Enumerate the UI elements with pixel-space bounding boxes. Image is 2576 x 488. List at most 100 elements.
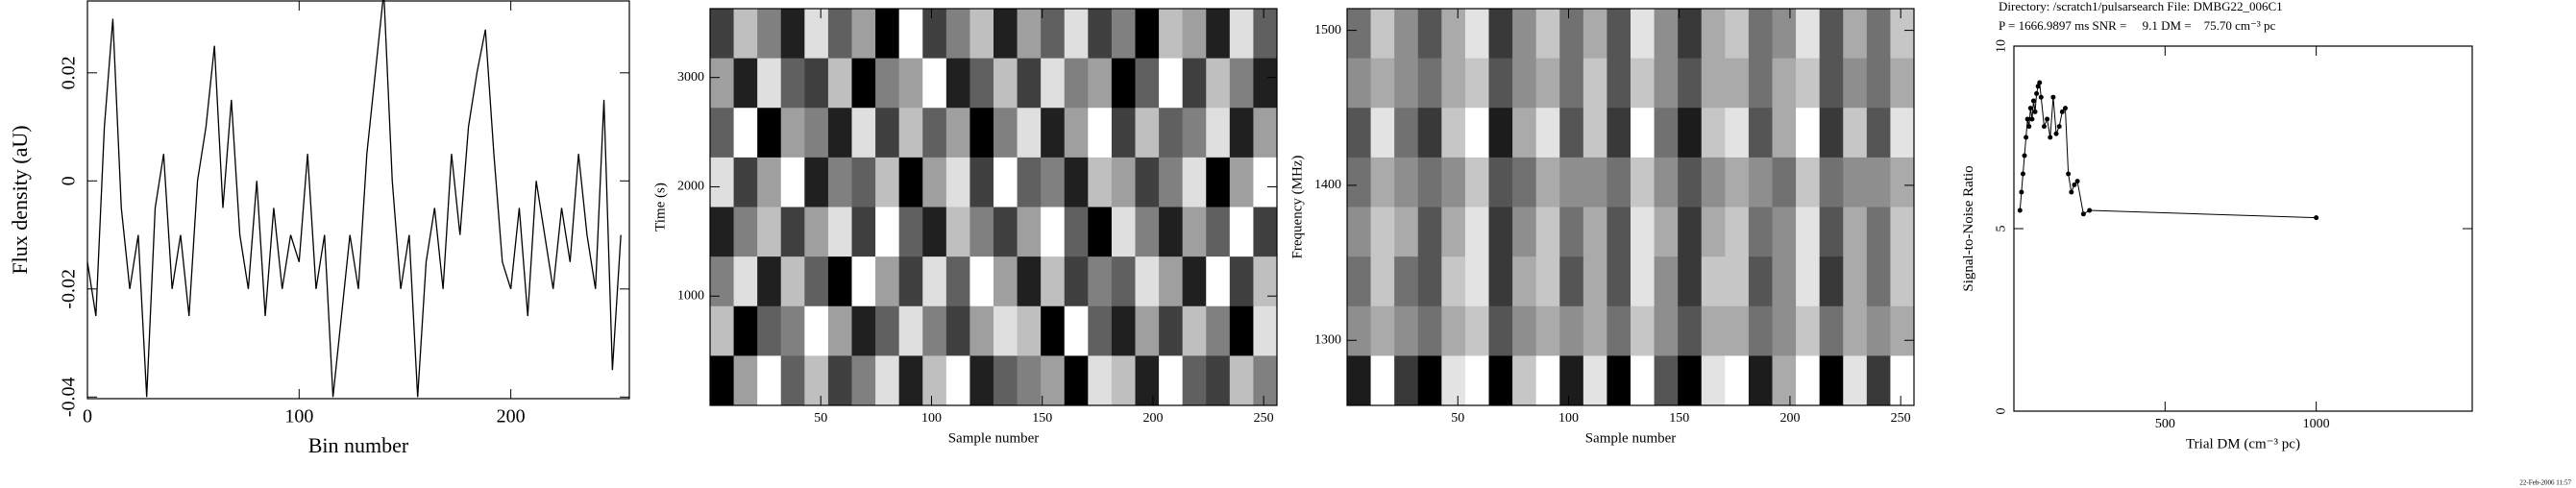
heat-cell — [1064, 355, 1089, 406]
x-axis-label: Sample number — [1585, 430, 1677, 446]
heat-cell — [757, 58, 782, 109]
heat-cell — [1253, 108, 1278, 159]
x-tick-label: 0 — [83, 406, 92, 427]
heat-cell — [1535, 256, 1560, 307]
heat-cell — [1678, 256, 1703, 307]
heat-cell — [1370, 355, 1395, 406]
heat-cell — [1819, 108, 1844, 159]
heat-cell — [1182, 108, 1207, 159]
heat-cell — [827, 108, 852, 159]
heat-cell — [1725, 58, 1750, 109]
heat-cell — [898, 305, 923, 356]
heat-cell — [1441, 355, 1466, 406]
heat-cell — [1631, 58, 1656, 109]
y-axis-label: Flux density (aU) — [8, 125, 32, 274]
heat-cell — [1678, 157, 1703, 207]
heat-cell — [1559, 108, 1584, 159]
heat-cell — [1582, 305, 1607, 356]
x-tick-label: 200 — [1779, 411, 1800, 426]
heat-cell — [1701, 207, 1726, 257]
heat-cell — [1464, 108, 1489, 159]
heat-cell — [898, 157, 923, 207]
heat-cell — [1748, 108, 1773, 159]
heat-cell — [1064, 207, 1089, 257]
heat-cell — [1559, 207, 1584, 257]
heat-cell — [1347, 157, 1372, 207]
heat-cell — [1347, 9, 1372, 60]
heat-cell — [994, 305, 1018, 356]
heat-cell — [922, 207, 947, 257]
heat-cell — [1370, 305, 1395, 356]
heat-cell — [804, 305, 829, 356]
heat-cell — [1607, 207, 1631, 257]
heat-cell — [1607, 58, 1631, 109]
heat-cell — [1748, 207, 1773, 257]
heat-cell — [827, 58, 852, 109]
heat-cell — [851, 355, 876, 406]
heat-cell — [1559, 9, 1584, 60]
heat-cell — [1088, 58, 1113, 109]
heat-cell — [898, 9, 923, 60]
heat-cell — [1441, 305, 1466, 356]
heat-cell — [780, 355, 805, 406]
x-tick-label: 100 — [284, 406, 313, 427]
heat-cell — [1135, 58, 1160, 109]
heat-cell — [1559, 58, 1584, 109]
heat-cell — [922, 157, 947, 207]
heat-cell — [1748, 58, 1773, 109]
heat-cell — [1890, 355, 1915, 406]
heat-cell — [1159, 355, 1184, 406]
heat-cell — [1631, 305, 1656, 356]
heat-cell — [827, 256, 852, 307]
heat-cell — [1725, 305, 1750, 356]
heat-cell — [1229, 256, 1254, 307]
heat-cell — [1678, 108, 1703, 159]
timestamp: 22-Feb-2006 11:57 — [2519, 479, 2571, 487]
heat-cell — [1417, 9, 1442, 60]
heat-cell — [851, 108, 876, 159]
heat-cell — [1041, 355, 1066, 406]
point — [2059, 109, 2065, 114]
profile-line — [86, 0, 622, 398]
heat-cell — [1512, 355, 1537, 406]
heat-cell — [898, 207, 923, 257]
heat-cell — [1796, 9, 1821, 60]
heat-cell — [1394, 305, 1419, 356]
heat-cell — [851, 305, 876, 356]
heat-cell — [1678, 355, 1703, 406]
point — [2019, 189, 2024, 195]
heat-cell — [733, 108, 758, 159]
heat-cell — [1017, 108, 1042, 159]
heat-cell — [1582, 207, 1607, 257]
heat-cell — [1772, 355, 1797, 406]
heat-cell — [1488, 108, 1513, 159]
heat-cell — [1512, 108, 1537, 159]
heat-cell — [922, 355, 947, 406]
heat-cell — [1135, 9, 1160, 60]
heat-cell — [1229, 157, 1254, 207]
heat-cell — [875, 256, 900, 307]
heat-cell — [851, 9, 876, 60]
plot-frame — [1346, 8, 1915, 406]
heat-cell — [1088, 207, 1113, 257]
heat-cell — [1631, 207, 1656, 257]
heat-cell — [1417, 355, 1442, 406]
heat-cell — [1607, 355, 1631, 406]
heat-cell — [757, 256, 782, 307]
heat-cell — [1417, 305, 1442, 356]
heat-cell — [1866, 157, 1891, 207]
heat-cell — [1748, 355, 1773, 406]
heat-cell — [1582, 108, 1607, 159]
heat-cell — [1370, 58, 1395, 109]
heat-cell — [851, 157, 876, 207]
heat-cell — [804, 108, 829, 159]
heat-cell — [1866, 256, 1891, 307]
heat-cell — [1041, 108, 1066, 159]
y-tick-label: 1000 — [677, 288, 704, 303]
heat-cell — [1512, 9, 1537, 60]
x-axis-label: Sample number — [948, 430, 1040, 446]
point — [2022, 153, 2027, 159]
heat-cell — [1088, 355, 1113, 406]
heat-cell — [1064, 58, 1089, 109]
heat-cell — [1041, 58, 1066, 109]
